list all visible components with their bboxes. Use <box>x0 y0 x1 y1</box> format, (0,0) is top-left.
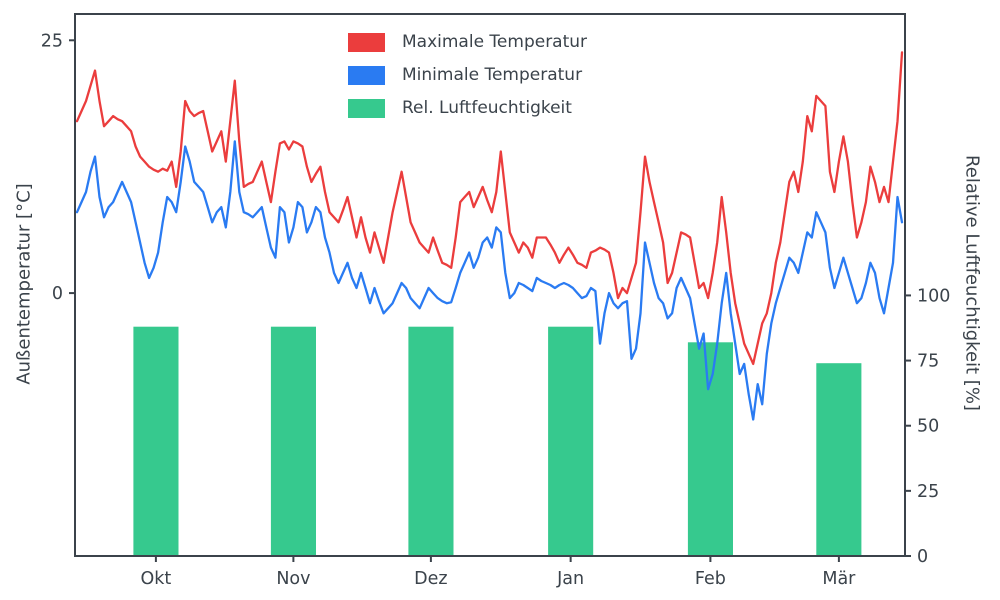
humidity-bar-Nov <box>270 326 316 556</box>
humidity-bar-Mär <box>816 363 862 556</box>
legend-label-min-temp: Minimale Temperatur <box>402 65 583 85</box>
right-tick-label-0: 0 <box>917 547 928 567</box>
right-tick-label-100: 100 <box>917 286 950 306</box>
min-temp-line <box>75 140 904 421</box>
legend: Maximale Temperatur Minimale Temperatur … <box>342 28 594 122</box>
legend-swatch-humidity <box>348 98 385 118</box>
x-tick-label-Nov: Nov <box>276 569 310 589</box>
humidity-bar-Okt <box>133 326 179 556</box>
x-tick-label-Dez: Dez <box>414 569 447 589</box>
max-temp-line <box>75 51 904 366</box>
right-tick-label-50: 50 <box>917 417 939 437</box>
left-tick-label-0: 0 <box>52 284 63 304</box>
legend-label-humidity: Rel. Luftfeuchtigkeit <box>402 98 572 118</box>
x-tick-label-Jan: Jan <box>556 569 584 589</box>
x-tick-label-Feb: Feb <box>695 569 726 589</box>
right-tick-label-75: 75 <box>917 352 939 372</box>
plot-border <box>74 13 906 557</box>
left-axis-label: Außentemperatur [°C] <box>13 183 35 385</box>
humidity-bar-Feb <box>687 342 733 556</box>
x-tick-label-Okt: Okt <box>141 569 172 589</box>
right-axis-label: Relative Luftfeuchtigkeit [%] <box>961 155 983 411</box>
humidity-bar-Dez <box>408 326 454 556</box>
legend-swatch-min-temp <box>348 65 385 85</box>
legend-item-min-temp: Minimale Temperatur <box>348 63 587 87</box>
right-tick-label-25: 25 <box>917 482 939 502</box>
left-tick-label-25: 25 <box>41 31 63 51</box>
legend-item-humidity: Rel. Luftfeuchtigkeit <box>348 96 587 120</box>
humidity-bar-Jan <box>548 326 594 556</box>
legend-item-max-temp: Maximale Temperatur <box>348 30 587 54</box>
x-tick-label-Mär: Mär <box>822 569 856 589</box>
legend-swatch-max-temp <box>348 32 385 52</box>
legend-label-max-temp: Maximale Temperatur <box>402 32 588 52</box>
